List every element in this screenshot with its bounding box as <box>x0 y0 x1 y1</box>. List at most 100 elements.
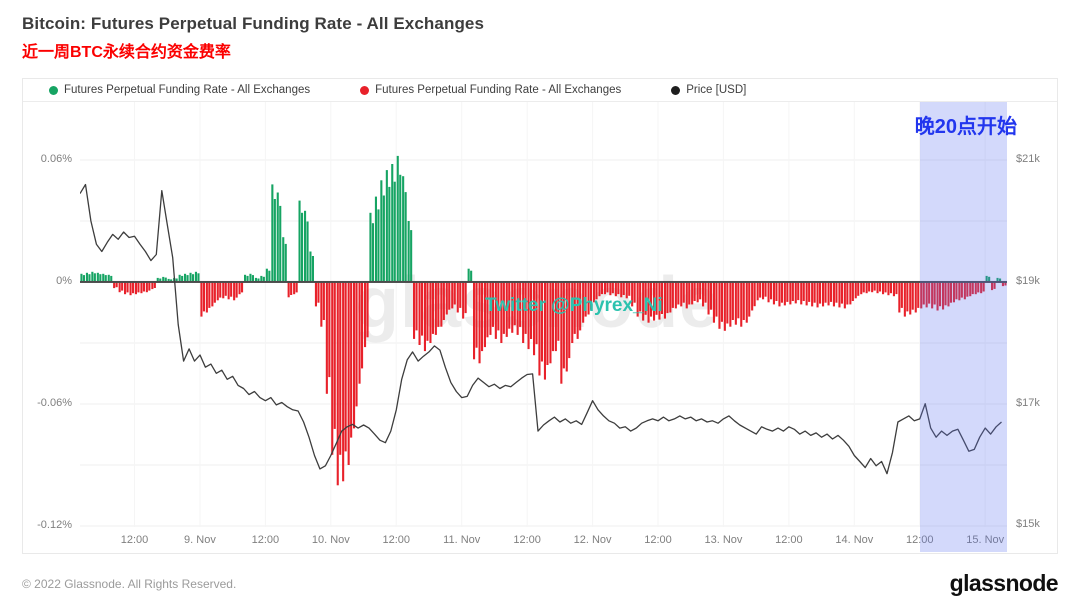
legend-item-funding-positive[interactable]: Futures Perpetual Funding Rate - All Exc… <box>49 84 310 96</box>
funding-bar <box>322 282 325 320</box>
funding-bar <box>115 282 118 288</box>
funding-bar <box>325 282 328 394</box>
page-title: Bitcoin: Futures Perpetual Funding Rate … <box>22 14 485 33</box>
funding-bar <box>282 237 285 282</box>
funding-bar <box>879 282 882 292</box>
x-tick-label: 14. Nov <box>835 534 874 546</box>
funding-bar <box>80 273 83 282</box>
funding-bar <box>606 282 609 293</box>
funding-bar <box>832 282 835 307</box>
funding-bar <box>415 282 418 331</box>
funding-bar <box>911 282 914 310</box>
funding-bar <box>778 282 781 307</box>
funding-bar <box>582 282 585 323</box>
funding-bar <box>952 282 955 303</box>
funding-bar <box>478 282 481 364</box>
legend-label: Futures Perpetual Funding Rate - All Exc… <box>64 84 311 96</box>
funding-bar <box>871 282 874 293</box>
footer: © 2022 Glassnode. All Rights Reserved. g… <box>22 570 1059 597</box>
funding-bar <box>388 186 391 282</box>
funding-bar <box>876 282 879 294</box>
funding-bar <box>418 282 421 345</box>
funding-bar <box>969 282 972 297</box>
funding-bar <box>740 282 743 327</box>
funding-bar <box>551 282 554 352</box>
funding-bar <box>268 270 271 282</box>
funding-bar <box>102 273 105 282</box>
funding-bar <box>500 282 503 343</box>
funding-bar <box>751 282 754 311</box>
funding-bar <box>958 282 961 301</box>
funding-bar <box>889 282 892 294</box>
funding-bar <box>625 282 628 299</box>
funding-bar <box>442 282 445 320</box>
funding-bar <box>113 282 116 289</box>
funding-bar <box>699 282 702 300</box>
legend-dot-black <box>671 85 681 95</box>
funding-bar <box>399 174 402 282</box>
plot-area[interactable]: glassnode 晚20点开始 Twitter @Phyrex_Ni <box>80 102 1017 552</box>
x-tick-label: 15. Nov <box>966 534 1005 546</box>
funding-bar <box>189 272 192 282</box>
funding-bar <box>963 282 966 300</box>
x-tick-label: 11. Nov <box>443 534 481 546</box>
funding-bar <box>407 221 410 282</box>
funding-bar <box>421 282 424 336</box>
funding-bar <box>942 282 945 310</box>
funding-bar <box>533 282 536 356</box>
funding-bar <box>366 282 369 338</box>
funding-bar <box>650 282 653 317</box>
funding-bar <box>178 274 181 282</box>
funding-bar <box>971 282 974 295</box>
funding-bar <box>260 275 263 282</box>
funding-bar <box>587 282 590 315</box>
funding-bar <box>702 282 705 307</box>
funding-bar <box>434 282 437 335</box>
funding-bar <box>96 272 99 282</box>
funding-bar <box>473 282 476 360</box>
funding-bar <box>295 282 298 293</box>
funding-bar <box>827 282 830 306</box>
funding-bar <box>107 274 110 282</box>
x-tick-label: 9. Nov <box>184 534 216 546</box>
funding-bar <box>900 282 903 308</box>
y-tick-label-left: -0.06% <box>37 396 72 409</box>
funding-bar <box>707 282 710 315</box>
funding-bar <box>808 282 811 302</box>
funding-bar <box>712 282 715 323</box>
funding-bar <box>423 282 426 352</box>
funding-bar <box>985 275 988 282</box>
funding-bar <box>822 282 825 307</box>
funding-bar <box>696 282 699 303</box>
funding-bar <box>314 282 317 307</box>
funding-bar <box>298 200 301 282</box>
funding-bar <box>682 282 685 303</box>
funding-bar <box>770 282 773 300</box>
y-tick-label-right: $21k <box>1016 153 1040 166</box>
funding-bar <box>860 282 863 295</box>
funding-bar <box>663 282 666 319</box>
x-tick-label: 12:00 <box>120 534 149 546</box>
funding-bar <box>936 282 939 311</box>
funding-bar <box>104 275 107 282</box>
funding-bar <box>527 282 530 350</box>
x-tick-label: 12. Nov <box>573 534 612 546</box>
funding-bar <box>742 282 745 320</box>
legend-item-price[interactable]: Price [USD] <box>671 84 746 96</box>
funding-bar <box>456 282 459 313</box>
funding-bar <box>159 278 162 282</box>
funding-bar <box>762 282 765 300</box>
funding-price-chart[interactable] <box>80 102 1007 527</box>
funding-bar <box>227 282 230 300</box>
funding-bar <box>996 277 999 282</box>
funding-bar <box>816 282 819 308</box>
legend-item-funding-negative[interactable]: Futures Perpetual Funding Rate - All Exc… <box>360 84 621 96</box>
funding-bar <box>593 282 596 303</box>
funding-bar <box>691 282 694 305</box>
funding-bar <box>475 282 478 348</box>
funding-bar <box>530 282 533 339</box>
funding-bar <box>642 282 645 321</box>
funding-bar <box>802 282 805 301</box>
funding-bar <box>895 282 898 295</box>
funding-bar <box>909 282 912 315</box>
